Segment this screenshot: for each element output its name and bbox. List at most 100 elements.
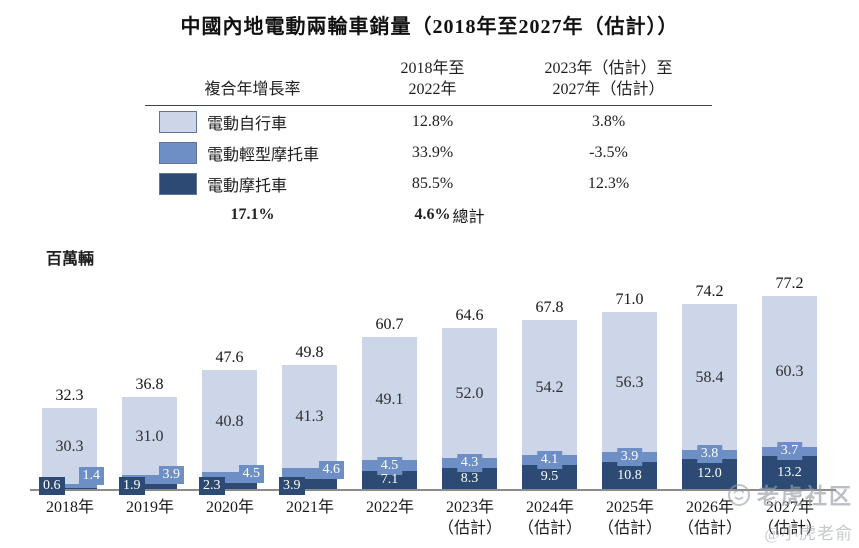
stacked-bar: 67.8 54.2 4.1 9.5 (522, 299, 577, 489)
stacked-bar: 64.6 52.0 4.3 8.3 (442, 307, 497, 489)
segment-motorcycle (602, 462, 657, 489)
motorcycle-value-label: 9.5 (540, 469, 559, 485)
segment-ebike (522, 319, 577, 455)
total-value-label: 60.7 (375, 316, 404, 334)
legend-swatch-light-motorcycle-icon (159, 141, 197, 164)
ebike-value-label: 49.1 (375, 390, 404, 408)
total-value-label: 67.8 (535, 298, 564, 316)
row-value-period2: 12.3% (587, 174, 630, 192)
segment-motorcycle (122, 484, 177, 489)
stacked-bar: 71.0 56.3 3.9 10.8 (602, 291, 657, 489)
table-row-ebike: 電動自行車 12.8% 3.8% (145, 106, 712, 137)
segment-motorcycle (522, 465, 577, 489)
segment-motorcycle (202, 483, 257, 489)
ebike-value-label: 56.3 (615, 373, 644, 391)
segment-motorcycle (282, 479, 337, 489)
row-label: 電動自行車 (207, 115, 288, 133)
light-motorcycle-value-label: 4.5 (376, 456, 403, 475)
bar-group-2021年: 49.8 41.3 3.9 4.6 (270, 276, 350, 495)
period1-header: 2018年至 2022年 (400, 60, 465, 98)
ebike-value-label: 41.3 (295, 408, 324, 426)
bar-group-2025年: 71.0 56.3 3.9 10.8 (590, 276, 670, 489)
row-value-period1: 33.9% (411, 143, 454, 161)
bar-group-2019年: 36.8 31.0 1.9 3.9 (110, 276, 190, 495)
x-axis-labels: 2018年 2019年 2020年 2021年 2022年 2023年 （估計） 2024年（… (30, 497, 836, 543)
light-motorcycle-value-label: 3.9 (158, 466, 184, 485)
table-row-motorcycle: 電動摩托車 85.5% 12.3% (145, 168, 712, 199)
motorcycle-value-label: 3.9 (279, 477, 305, 495)
row-value-period1: 85.5% (411, 174, 454, 192)
row-label: 電動輕型摩托車 (207, 146, 320, 164)
total-value-label: 47.6 (215, 349, 244, 366)
light-motorcycle-value-label: 4.6 (318, 461, 344, 480)
light-motorcycle-value-label: 1.4 (78, 467, 104, 485)
period2-header: 2023年（估計）至 2027年（估計） (544, 60, 673, 98)
x-tick-label-2026年: 2026年 （估計） (677, 499, 742, 537)
x-axis-line (30, 489, 836, 491)
segment-ebike (602, 311, 657, 453)
metric-header: 複合年增長率 (204, 81, 301, 98)
total-value-label: 64.6 (455, 306, 484, 324)
legend-swatch-motorcycle-icon (159, 172, 197, 195)
segment-motorcycle (762, 456, 817, 489)
x-tick-label-2019年: 2019年 (125, 499, 174, 516)
x-tick-label-2027年: 2027年 （估計） (757, 499, 822, 537)
segment-motorcycle (442, 468, 497, 489)
ebike-value-label: 54.2 (535, 379, 564, 397)
motorcycle-value-label: 8.3 (460, 470, 479, 486)
segment-ebike (362, 337, 417, 460)
ebike-value-label: 40.8 (215, 413, 244, 430)
motorcycle-value-label: 2.3 (199, 477, 225, 495)
cagr-table: 複合年增長率 2018年至 2022年 2023年（估計）至 2027年（估計）… (145, 58, 712, 230)
stacked-bar: 74.2 58.4 3.8 12.0 (682, 283, 737, 489)
x-tick-label-2024年: 2024年 （估計） (517, 499, 582, 537)
segment-ebike (762, 296, 817, 447)
ebike-value-label: 30.3 (55, 438, 84, 456)
motorcycle-value-label: 10.8 (617, 467, 642, 483)
total-value-period1: 17.1% (230, 205, 275, 223)
light-motorcycle-value-label: 4.1 (536, 451, 563, 470)
table-row-total: 總計 17.1% 4.6% (145, 199, 712, 230)
bar-group-2023年: 64.6 52.0 4.3 8.3 (430, 276, 510, 489)
stacked-bar: 47.6 40.8 2.3 4.5 (199, 349, 264, 495)
stacked-bar: 36.8 31.0 1.9 3.9 (119, 376, 184, 495)
legend-swatch-ebike-icon (159, 110, 197, 133)
motorcycle-value-label: 12.0 (697, 466, 722, 481)
row-value-period2: -3.5% (589, 143, 628, 161)
motorcycle-value-label: 0.6 (39, 477, 65, 495)
y-axis-unit-label: 百萬輛 (46, 251, 95, 268)
total-value-period2: 4.6% (414, 205, 451, 223)
motorcycle-value-label: 7.1 (380, 472, 399, 488)
x-tick-label-2021年: 2021年 (285, 499, 334, 516)
total-value-label: 36.8 (135, 376, 164, 393)
ebike-value-label: 60.3 (775, 363, 804, 381)
x-tick-label-2023年: 2023年 （估計） (437, 499, 502, 537)
bar-group-2022年: 60.7 49.1 4.5 7.1 (350, 276, 430, 489)
segment-ebike (682, 303, 737, 450)
stacked-bar: 60.7 49.1 4.5 7.1 (362, 316, 417, 489)
stacked-bar: 77.2 60.3 3.7 13.2 (762, 275, 817, 489)
segment-light-motorcycle (282, 467, 337, 480)
segment-ebike (202, 370, 257, 472)
light-motorcycle-value-label: 4.5 (238, 465, 264, 484)
stacked-bar: 49.8 41.3 3.9 4.6 (279, 344, 344, 495)
x-tick-label-2020年: 2020年 (205, 499, 254, 516)
motorcycle-value-label: 1.9 (119, 477, 145, 495)
ebike-value-label: 52.0 (455, 384, 484, 402)
segment-light-motorcycle (202, 472, 257, 484)
page-title: 中國內地電動兩輪車銷量（2018年至2027年（估計）） (180, 16, 679, 38)
segment-light-motorcycle (42, 484, 97, 488)
segment-light-motorcycle (122, 474, 177, 485)
total-value-label: 32.3 (55, 387, 84, 405)
bar-group-2027年: 77.2 60.3 3.7 13.2 (750, 275, 830, 489)
row-label: 電動摩托車 (207, 177, 288, 195)
total-label: 總計 (452, 208, 485, 226)
total-value-label: 77.2 (775, 275, 804, 292)
segment-ebike (282, 364, 337, 468)
light-motorcycle-value-label: 3.8 (696, 445, 723, 464)
segment-motorcycle (682, 459, 737, 489)
light-motorcycle-value-label: 3.7 (776, 442, 803, 461)
x-tick-label-2025年: 2025年 （估計） (597, 499, 662, 537)
segment-motorcycle (42, 487, 97, 489)
x-tick-label-2022年: 2022年 (365, 499, 414, 516)
